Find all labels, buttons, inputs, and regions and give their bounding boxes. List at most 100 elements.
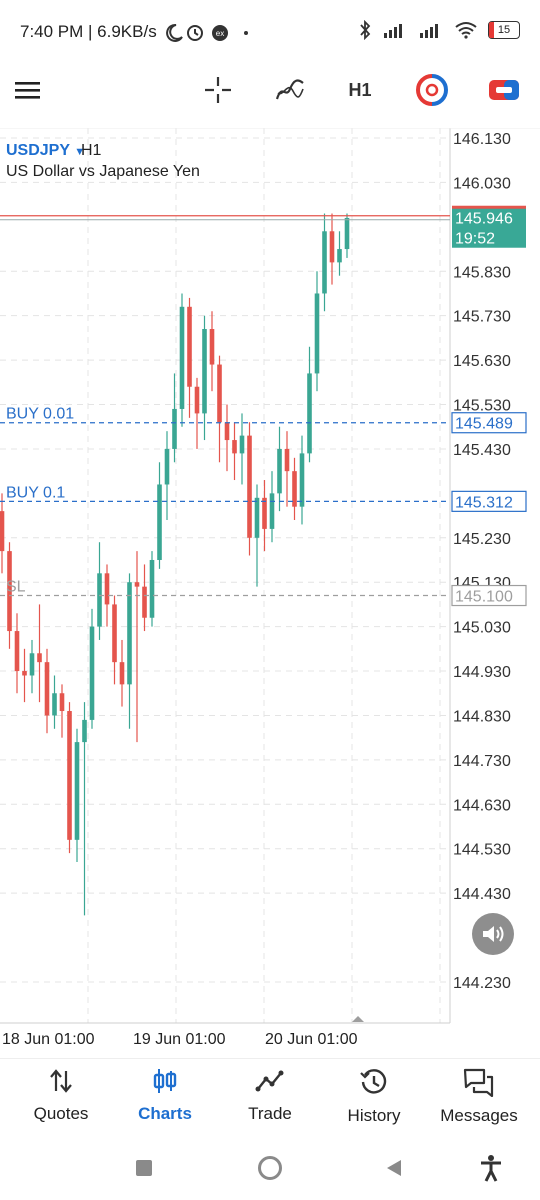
time-axis-label: 18 Jun 01:00 <box>2 1031 95 1048</box>
bar-countdown: 19:52 <box>455 231 495 248</box>
nav-messages[interactable]: Messages <box>429 1067 529 1126</box>
price-tick-label: 145.830 <box>453 264 511 281</box>
signal-icon-1 <box>384 24 402 38</box>
nav-charts[interactable]: Charts <box>115 1067 215 1124</box>
candle-body <box>7 551 12 632</box>
candle-body <box>52 693 57 716</box>
candle-body <box>262 497 267 529</box>
candle-body <box>97 573 102 627</box>
order-line-label: BUY 0.1 <box>6 484 65 501</box>
order-price-label: 145.100 <box>455 589 513 606</box>
candle-body <box>112 604 117 663</box>
candle-body <box>254 497 260 538</box>
timeframe-label: H1 <box>348 79 372 100</box>
candle-body <box>104 573 110 605</box>
price-tick-label: 144.530 <box>453 842 511 859</box>
back-button[interactable] <box>384 1158 404 1178</box>
candle-body <box>127 582 132 685</box>
chart-description: US Dollar vs Japanese Yen <box>6 163 200 180</box>
objects-icon <box>416 74 448 106</box>
candle-body <box>44 662 50 716</box>
candle-body <box>337 249 342 263</box>
candle-body <box>329 231 335 263</box>
candle-body <box>74 742 80 840</box>
one-click-trading-button[interactable] <box>482 62 526 118</box>
chart-timeframe: H1 <box>81 142 102 159</box>
price-tick-label: 144.830 <box>453 708 511 725</box>
timeframe-button[interactable]: H1 <box>338 62 382 118</box>
price-tick-label: 144.430 <box>453 886 511 903</box>
crosshair-icon <box>205 77 231 103</box>
candle-body <box>292 471 297 507</box>
chart-symbol[interactable]: USDJPY ▼ <box>6 142 86 159</box>
price-tick-label: 144.730 <box>453 753 511 770</box>
accessibility-button[interactable] <box>478 1154 504 1182</box>
bluetooth-icon <box>360 20 371 40</box>
price-tick-label: 144.630 <box>453 797 511 814</box>
moon-icon <box>166 23 183 42</box>
order-price-label: 145.312 <box>455 494 513 511</box>
status-bar: 7:40 PM | 6.9KB/s ex 15 <box>0 0 540 62</box>
price-tick-label: 145.630 <box>453 353 511 370</box>
candle-body <box>314 293 320 374</box>
candle-body <box>307 373 312 454</box>
current-price-box <box>452 207 526 248</box>
price-tick-label: 146.030 <box>453 175 511 192</box>
candle-body <box>194 386 200 414</box>
candle-body <box>119 662 125 685</box>
order-price-label: 145.489 <box>455 416 513 433</box>
candle-body <box>134 582 140 587</box>
ask-marker <box>452 205 526 209</box>
candle-body <box>157 484 162 560</box>
candle-body <box>209 329 215 365</box>
recents-button[interactable] <box>136 1160 152 1176</box>
indicators-button[interactable] <box>268 62 312 118</box>
chart-toolbar: H1 <box>0 62 540 122</box>
candle-body <box>89 626 95 720</box>
messages-icon <box>463 1068 494 1098</box>
candle-body <box>142 586 147 618</box>
battery-level: 15 <box>497 24 511 36</box>
crosshair-button[interactable] <box>198 62 238 118</box>
sound-button[interactable] <box>472 913 514 955</box>
candle-body <box>344 217 350 250</box>
trade-icon <box>255 1070 284 1092</box>
objects-button[interactable] <box>410 62 454 118</box>
price-tick-label: 145.730 <box>453 309 511 326</box>
candle-body <box>284 448 290 472</box>
price-tick-label: 145.230 <box>453 531 511 548</box>
candle-body <box>299 453 305 507</box>
price-chart[interactable]: 146.130 146.030 145.830 145.730 145.630 145.5… <box>0 128 540 1050</box>
order-price-box <box>451 412 527 434</box>
candle-body <box>269 493 275 529</box>
hamburger-icon <box>15 82 40 99</box>
price-tick-label: 145.430 <box>453 442 511 459</box>
candle-body <box>224 422 230 441</box>
order-line-label: SL <box>6 579 26 596</box>
nav-history[interactable]: History <box>324 1067 424 1126</box>
candle-body <box>322 231 327 294</box>
menu-button[interactable] <box>6 62 50 118</box>
status-right: 15 <box>358 20 520 40</box>
home-button[interactable] <box>258 1156 282 1180</box>
candle-body <box>172 408 177 449</box>
candle-body <box>67 711 72 840</box>
current-price-label: 145.946 <box>455 211 513 228</box>
status-time: 7:40 PM | 6.9KB/s <box>20 22 157 41</box>
candle-body <box>239 435 245 454</box>
price-tick-label: 146.130 <box>453 131 511 148</box>
candle-body <box>202 329 207 414</box>
candle-body <box>59 693 65 712</box>
candle-body <box>149 559 155 618</box>
nav-trade[interactable]: Trade <box>220 1067 320 1124</box>
alarm-icon <box>187 25 203 41</box>
price-tick-label: 144.230 <box>453 975 511 992</box>
candle-body <box>164 448 170 485</box>
signal-icon-2 <box>420 24 438 38</box>
candle-body <box>217 364 222 423</box>
nav-quotes[interactable]: Quotes <box>11 1067 111 1124</box>
candle-body <box>179 306 185 409</box>
candle-body <box>37 653 42 663</box>
speaker-icon <box>483 926 504 942</box>
order-price-box <box>451 490 527 512</box>
